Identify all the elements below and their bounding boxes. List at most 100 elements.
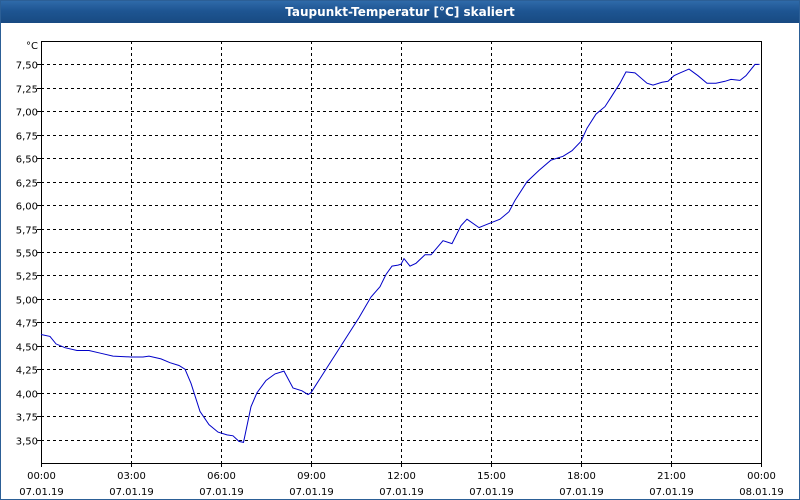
y-tick-label: 6,75 — [16, 132, 38, 143]
data-point — [391, 265, 393, 267]
data-points — [40, 63, 761, 443]
x-tick-time-label: 03:00 — [117, 471, 146, 482]
data-point — [112, 355, 114, 357]
y-tick-labels: 3,50 3,75 4,00 4,25 4,50 4,75 5,00 5,25 5,50 5,75… — [16, 61, 38, 448]
y-tick-label: 7,25 — [16, 85, 38, 96]
data-point — [148, 355, 150, 357]
data-point — [562, 155, 564, 157]
x-tick-date-label: 08.01.19 — [739, 487, 784, 498]
data-point — [595, 113, 597, 115]
data-point — [487, 223, 489, 225]
data-point — [667, 80, 669, 82]
x-tick-time-label: 09:00 — [297, 471, 326, 482]
y-tick-label: 4,75 — [16, 319, 38, 330]
data-point — [307, 394, 309, 396]
data-point — [538, 169, 540, 171]
data-point — [169, 362, 171, 364]
data-point — [385, 274, 387, 276]
data-point — [646, 82, 648, 84]
data-point — [397, 264, 399, 266]
data-point — [466, 218, 468, 220]
y-tick-label: 5,50 — [16, 249, 38, 260]
grid-layer — [41, 41, 761, 463]
x-tick-date-label: 07.01.19 — [469, 487, 514, 498]
y-tick-label: 6,25 — [16, 179, 38, 190]
data-point — [310, 392, 312, 394]
y-tick-label: 5,75 — [16, 226, 38, 237]
data-point — [673, 75, 675, 77]
x-tick-time-label: 00:00 — [747, 471, 776, 482]
data-point — [754, 63, 756, 65]
data-point — [379, 286, 381, 288]
data-point — [679, 72, 681, 74]
x-tick-time-label: 12:00 — [387, 471, 416, 482]
data-point — [319, 378, 321, 380]
x-tick-time-label: 21:00 — [657, 471, 686, 482]
data-point — [64, 347, 66, 349]
data-point — [370, 296, 372, 298]
series-line — [40, 63, 760, 443]
data-point — [724, 80, 726, 82]
data-point — [625, 71, 627, 73]
data-point — [76, 350, 78, 352]
x-tick-date-label: 07.01.19 — [649, 487, 694, 498]
data-point — [409, 265, 411, 267]
data-point — [199, 410, 201, 412]
data-point — [238, 440, 240, 442]
data-point — [100, 352, 102, 354]
data-point — [88, 350, 90, 352]
data-point — [571, 150, 573, 152]
x-tick-labels: 00:00 07.01.19 03:00 07.01.19 06:00 07.01.19 0… — [19, 471, 784, 498]
x-tick-date-label: 07.01.19 — [199, 487, 244, 498]
data-point — [739, 79, 741, 81]
y-tick-label: 4,25 — [16, 366, 38, 377]
chart-area: °C 3,50 3,75 4,00 4,25 4,50 4,75 5,00 5,25 5,50 5… — [16, 41, 784, 498]
data-point — [232, 435, 234, 437]
data-point — [688, 68, 690, 70]
data-point — [550, 159, 552, 161]
data-point — [130, 356, 132, 358]
data-point — [715, 82, 717, 84]
data-point — [226, 434, 228, 436]
data-point — [442, 240, 444, 242]
x-tick-date-label: 07.01.19 — [559, 487, 604, 498]
y-tick-label: 3,50 — [16, 437, 38, 448]
data-point — [586, 127, 588, 129]
data-point — [250, 406, 252, 408]
x-tick-date-label: 07.01.19 — [19, 487, 64, 498]
data-point — [217, 431, 219, 433]
data-point — [328, 364, 330, 366]
data-point — [424, 254, 426, 256]
data-point — [292, 387, 294, 389]
data-point — [243, 441, 245, 443]
data-point — [358, 317, 360, 319]
data-point — [256, 392, 258, 394]
x-tick-date-label: 07.01.19 — [109, 487, 154, 498]
y-tick-label: 7,50 — [16, 61, 38, 72]
x-tick-date-label: 07.01.19 — [379, 487, 424, 498]
data-point — [346, 335, 348, 337]
data-point — [301, 390, 303, 392]
data-point — [499, 218, 501, 220]
data-point — [451, 243, 453, 245]
y-tick-label: 6,50 — [16, 155, 38, 166]
data-point — [274, 373, 276, 375]
data-point — [526, 181, 528, 183]
y-tick-label: 4,00 — [16, 390, 38, 401]
data-point — [49, 335, 51, 337]
data-point — [400, 263, 402, 265]
data-point — [460, 225, 462, 227]
data-point — [160, 358, 162, 360]
y-tick-label: 4,50 — [16, 343, 38, 354]
data-point — [190, 382, 192, 384]
data-point — [337, 350, 339, 352]
data-point — [40, 334, 42, 336]
data-point — [430, 254, 432, 256]
data-point — [208, 424, 210, 426]
x-tick-date-label: 07.01.19 — [289, 487, 334, 498]
data-point — [415, 262, 417, 264]
data-point — [661, 81, 663, 83]
data-point — [142, 356, 144, 358]
x-tick-time-label: 06:00 — [207, 471, 236, 482]
